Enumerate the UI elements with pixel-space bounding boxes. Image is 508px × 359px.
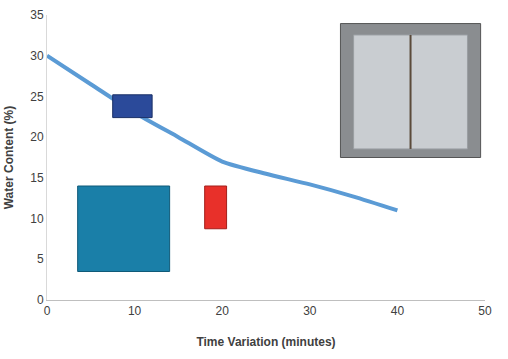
svg-text:50: 50: [478, 304, 492, 318]
svg-text:25: 25: [30, 90, 44, 104]
svg-text:0: 0: [37, 293, 44, 307]
svg-text:10: 10: [30, 212, 44, 226]
svg-text:30: 30: [30, 49, 44, 63]
svg-text:Water Content (%): Water Content (%): [2, 106, 16, 210]
svg-text:20: 20: [30, 130, 44, 144]
svg-text:40: 40: [391, 304, 405, 318]
svg-text:15: 15: [30, 171, 44, 185]
svg-text:35: 35: [30, 8, 44, 22]
svg-text:30: 30: [303, 304, 317, 318]
svg-text:5: 5: [37, 252, 44, 266]
svg-text:10: 10: [128, 304, 142, 318]
svg-text:Time Variation (minutes): Time Variation (minutes): [196, 335, 335, 349]
svg-text:20: 20: [216, 304, 230, 318]
svg-text:0: 0: [44, 304, 51, 318]
